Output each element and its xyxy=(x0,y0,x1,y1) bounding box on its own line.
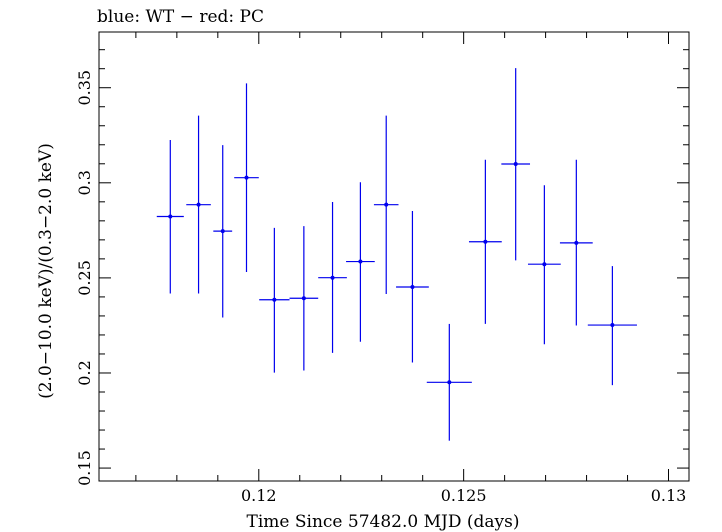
plot-frame xyxy=(98,31,690,482)
x-tick-label: 0.125 xyxy=(441,486,487,505)
data-point xyxy=(447,380,452,385)
error-bars xyxy=(156,68,637,441)
y-tick-label: 0.35 xyxy=(75,70,94,106)
data-point xyxy=(196,202,201,207)
data-point xyxy=(358,259,363,264)
data-point xyxy=(272,297,277,302)
data-point xyxy=(384,202,389,207)
x-tick-labels: 0.12 0.125 0.13 xyxy=(241,486,686,505)
data-point xyxy=(574,240,579,245)
data-point xyxy=(410,285,415,290)
data-point xyxy=(220,229,225,234)
y-tick-labels: 0.15 0.2 0.25 0.3 0.35 xyxy=(75,70,94,486)
data-point xyxy=(610,323,615,328)
data-point xyxy=(330,275,335,280)
data-point xyxy=(168,214,173,219)
data-point xyxy=(244,175,249,180)
y-tick-label: 0.25 xyxy=(75,260,94,296)
data-point xyxy=(483,239,488,244)
data-point xyxy=(542,262,547,267)
data-points xyxy=(168,161,615,385)
axis-ticks xyxy=(99,32,689,481)
x-tick-label: 0.13 xyxy=(651,486,687,505)
data-point xyxy=(301,296,306,301)
y-axis-label: (2.0−10.0 keV)/(0.3−2.0 keV) xyxy=(36,143,56,399)
x-axis-label: Time Since 57482.0 MJD (days) xyxy=(247,512,520,532)
data-point xyxy=(513,161,518,166)
chart-title: blue: WT − red: PC xyxy=(97,7,264,27)
x-tick-label: 0.12 xyxy=(241,486,277,505)
y-tick-label: 0.2 xyxy=(75,360,94,385)
y-tick-label: 0.15 xyxy=(75,450,94,486)
y-tick-label: 0.3 xyxy=(75,170,94,195)
